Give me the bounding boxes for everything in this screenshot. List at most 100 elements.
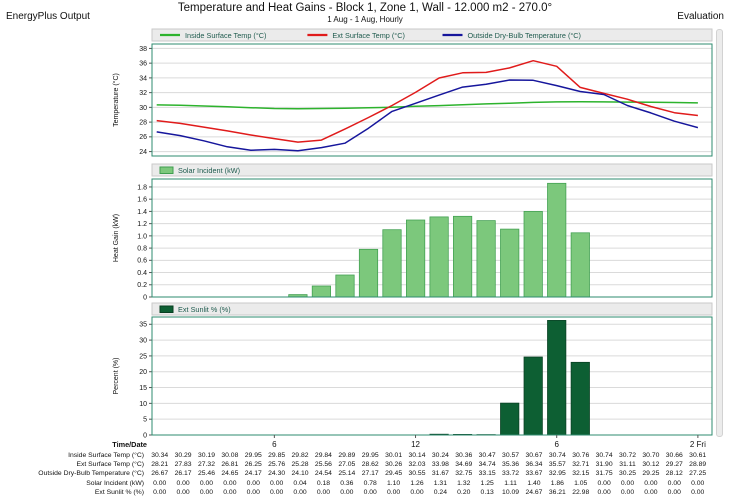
table-cell: 0.13 [480, 488, 494, 496]
table-cell: 27.32 [197, 461, 215, 469]
y-tick-label: 1.2 [137, 221, 147, 228]
table-cell: 0.00 [386, 488, 401, 496]
table-cell: 32.95 [548, 470, 566, 478]
y-axis-title: Temperature (°C) [112, 73, 120, 127]
y-tick-label: 0.2 [137, 282, 147, 289]
table-cell: 31.67 [431, 470, 449, 478]
table-cell: 25.56 [314, 461, 332, 469]
y-tick-label: 30 [139, 105, 147, 112]
x-tick-label: 6 [554, 440, 559, 449]
table-cell: 30.70 [642, 452, 660, 459]
y-tick-label: 0.8 [137, 245, 147, 252]
bar [335, 274, 355, 298]
table-row: Outside Dry-Bulb Temperature (°C) 26.67 26… [0, 469, 730, 478]
bar [382, 229, 402, 298]
bar [547, 320, 567, 436]
table-cell: 0.00 [199, 488, 214, 496]
table-cell: 30.14 [408, 452, 426, 459]
table-cell: 30.55 [408, 470, 426, 478]
table-cell: 29.25 [642, 470, 660, 478]
y-tick-label: 10 [139, 401, 147, 408]
y-tick-label: 0 [143, 432, 147, 439]
table-cell: 0.00 [597, 479, 611, 487]
y-tick-label: 30 [139, 337, 147, 344]
table-cell: 30.12 [642, 461, 660, 469]
table-cell: 30.67 [525, 452, 543, 459]
y-tick-label: 20 [139, 369, 147, 376]
y-tick-label: 36 [139, 61, 147, 68]
table-cell: 0.00 [340, 488, 354, 496]
table-cell: 0.00 [667, 488, 681, 496]
table-cell: 36.21 [548, 488, 566, 496]
table-row: Solar Incident (kW) 0.00 0.00 0.00 0.00 0.00 0… [0, 479, 730, 488]
table-cell: 24.17 [244, 470, 262, 478]
series-line [156, 59, 698, 143]
table-cell: 0.00 [620, 479, 635, 487]
legend-ext-sunlit [151, 302, 713, 316]
table-cell: 32.15 [572, 470, 590, 478]
y-tick-label: 1.6 [137, 197, 147, 204]
table-cell: 28.62 [361, 461, 379, 469]
bar [500, 402, 520, 436]
table-cell: 32.71 [572, 461, 590, 469]
table-cell: 0.00 [691, 479, 705, 487]
table-cell: 0.00 [410, 488, 424, 496]
table-cell: 27.05 [338, 461, 356, 469]
title-block: Temperature and Heat Gains - Block 1, Zo… [0, 2, 730, 24]
y-tick-label: 1.0 [137, 233, 147, 240]
bar [453, 215, 473, 298]
table-cell: 29.82 [291, 452, 309, 459]
table-cell: 30.19 [197, 452, 215, 459]
table-cell: 0.00 [176, 479, 190, 487]
x-tick-label: 2 Fri [690, 440, 706, 449]
table-cell: 0.00 [667, 479, 681, 487]
table-cell: 1.25 [480, 479, 494, 487]
table-cell: 0.78 [363, 479, 377, 487]
y-tick-label: 28 [139, 120, 147, 127]
y-tick-label: 26 [139, 134, 147, 141]
table-cell: 1.31 [433, 479, 447, 487]
table-cell: 0.00 [620, 488, 635, 496]
table-cell: 1.26 [410, 479, 424, 487]
bar [523, 356, 543, 436]
series-line [156, 101, 698, 110]
table-cell: 31.75 [595, 470, 613, 478]
bar [570, 232, 590, 298]
vertical-scrollbar[interactable] [716, 29, 723, 437]
bar [500, 228, 520, 298]
bar [570, 361, 590, 436]
table-cell: 1.86 [550, 479, 564, 487]
table-cell: 27.25 [689, 470, 707, 478]
legend-label: Ext Surface Temp (°C) [332, 31, 405, 40]
y-tick-label: 15 [139, 385, 147, 392]
table-cell: 30.72 [619, 452, 637, 459]
table-cell: 0.00 [246, 488, 260, 496]
table-cell: 30.34 [151, 452, 169, 459]
table-cell: 30.57 [502, 452, 520, 459]
table-cell: 29.85 [268, 452, 286, 459]
table-cell: 29.95 [244, 452, 262, 459]
bar [429, 216, 449, 298]
table-cell: 31.90 [595, 461, 613, 469]
table-cell: 29.27 [665, 461, 683, 469]
table-cell: 32.03 [408, 461, 426, 469]
series-line [156, 79, 699, 152]
legend-temperature [151, 28, 713, 42]
y-tick-label: 32 [139, 90, 147, 97]
table-cell: 0.00 [199, 479, 214, 487]
y-tick-label: 0.4 [137, 270, 147, 277]
plot-frame-temperature [151, 43, 713, 157]
legend-label: Outside Dry-Bulb Temperature (°C) [468, 31, 582, 40]
charts-canvas: Inside Surface Temp (°C) Ext Surface Temp… [112, 28, 713, 449]
bar [311, 285, 331, 298]
table-cell: 26.67 [151, 470, 169, 478]
table-cell: 0.00 [644, 488, 658, 496]
table-row-label: Ext Sunlit % (%) [94, 488, 144, 496]
table-row-label: Inside Surface Temp (°C) [68, 452, 144, 459]
table-cell: 30.74 [595, 452, 613, 459]
y-tick-label: 38 [139, 46, 147, 53]
table-cell: 30.66 [665, 452, 683, 459]
table-cell: 25.46 [197, 470, 215, 478]
table-cell: 29.89 [338, 452, 356, 459]
plot-frame-ext-sunlit [151, 316, 713, 436]
